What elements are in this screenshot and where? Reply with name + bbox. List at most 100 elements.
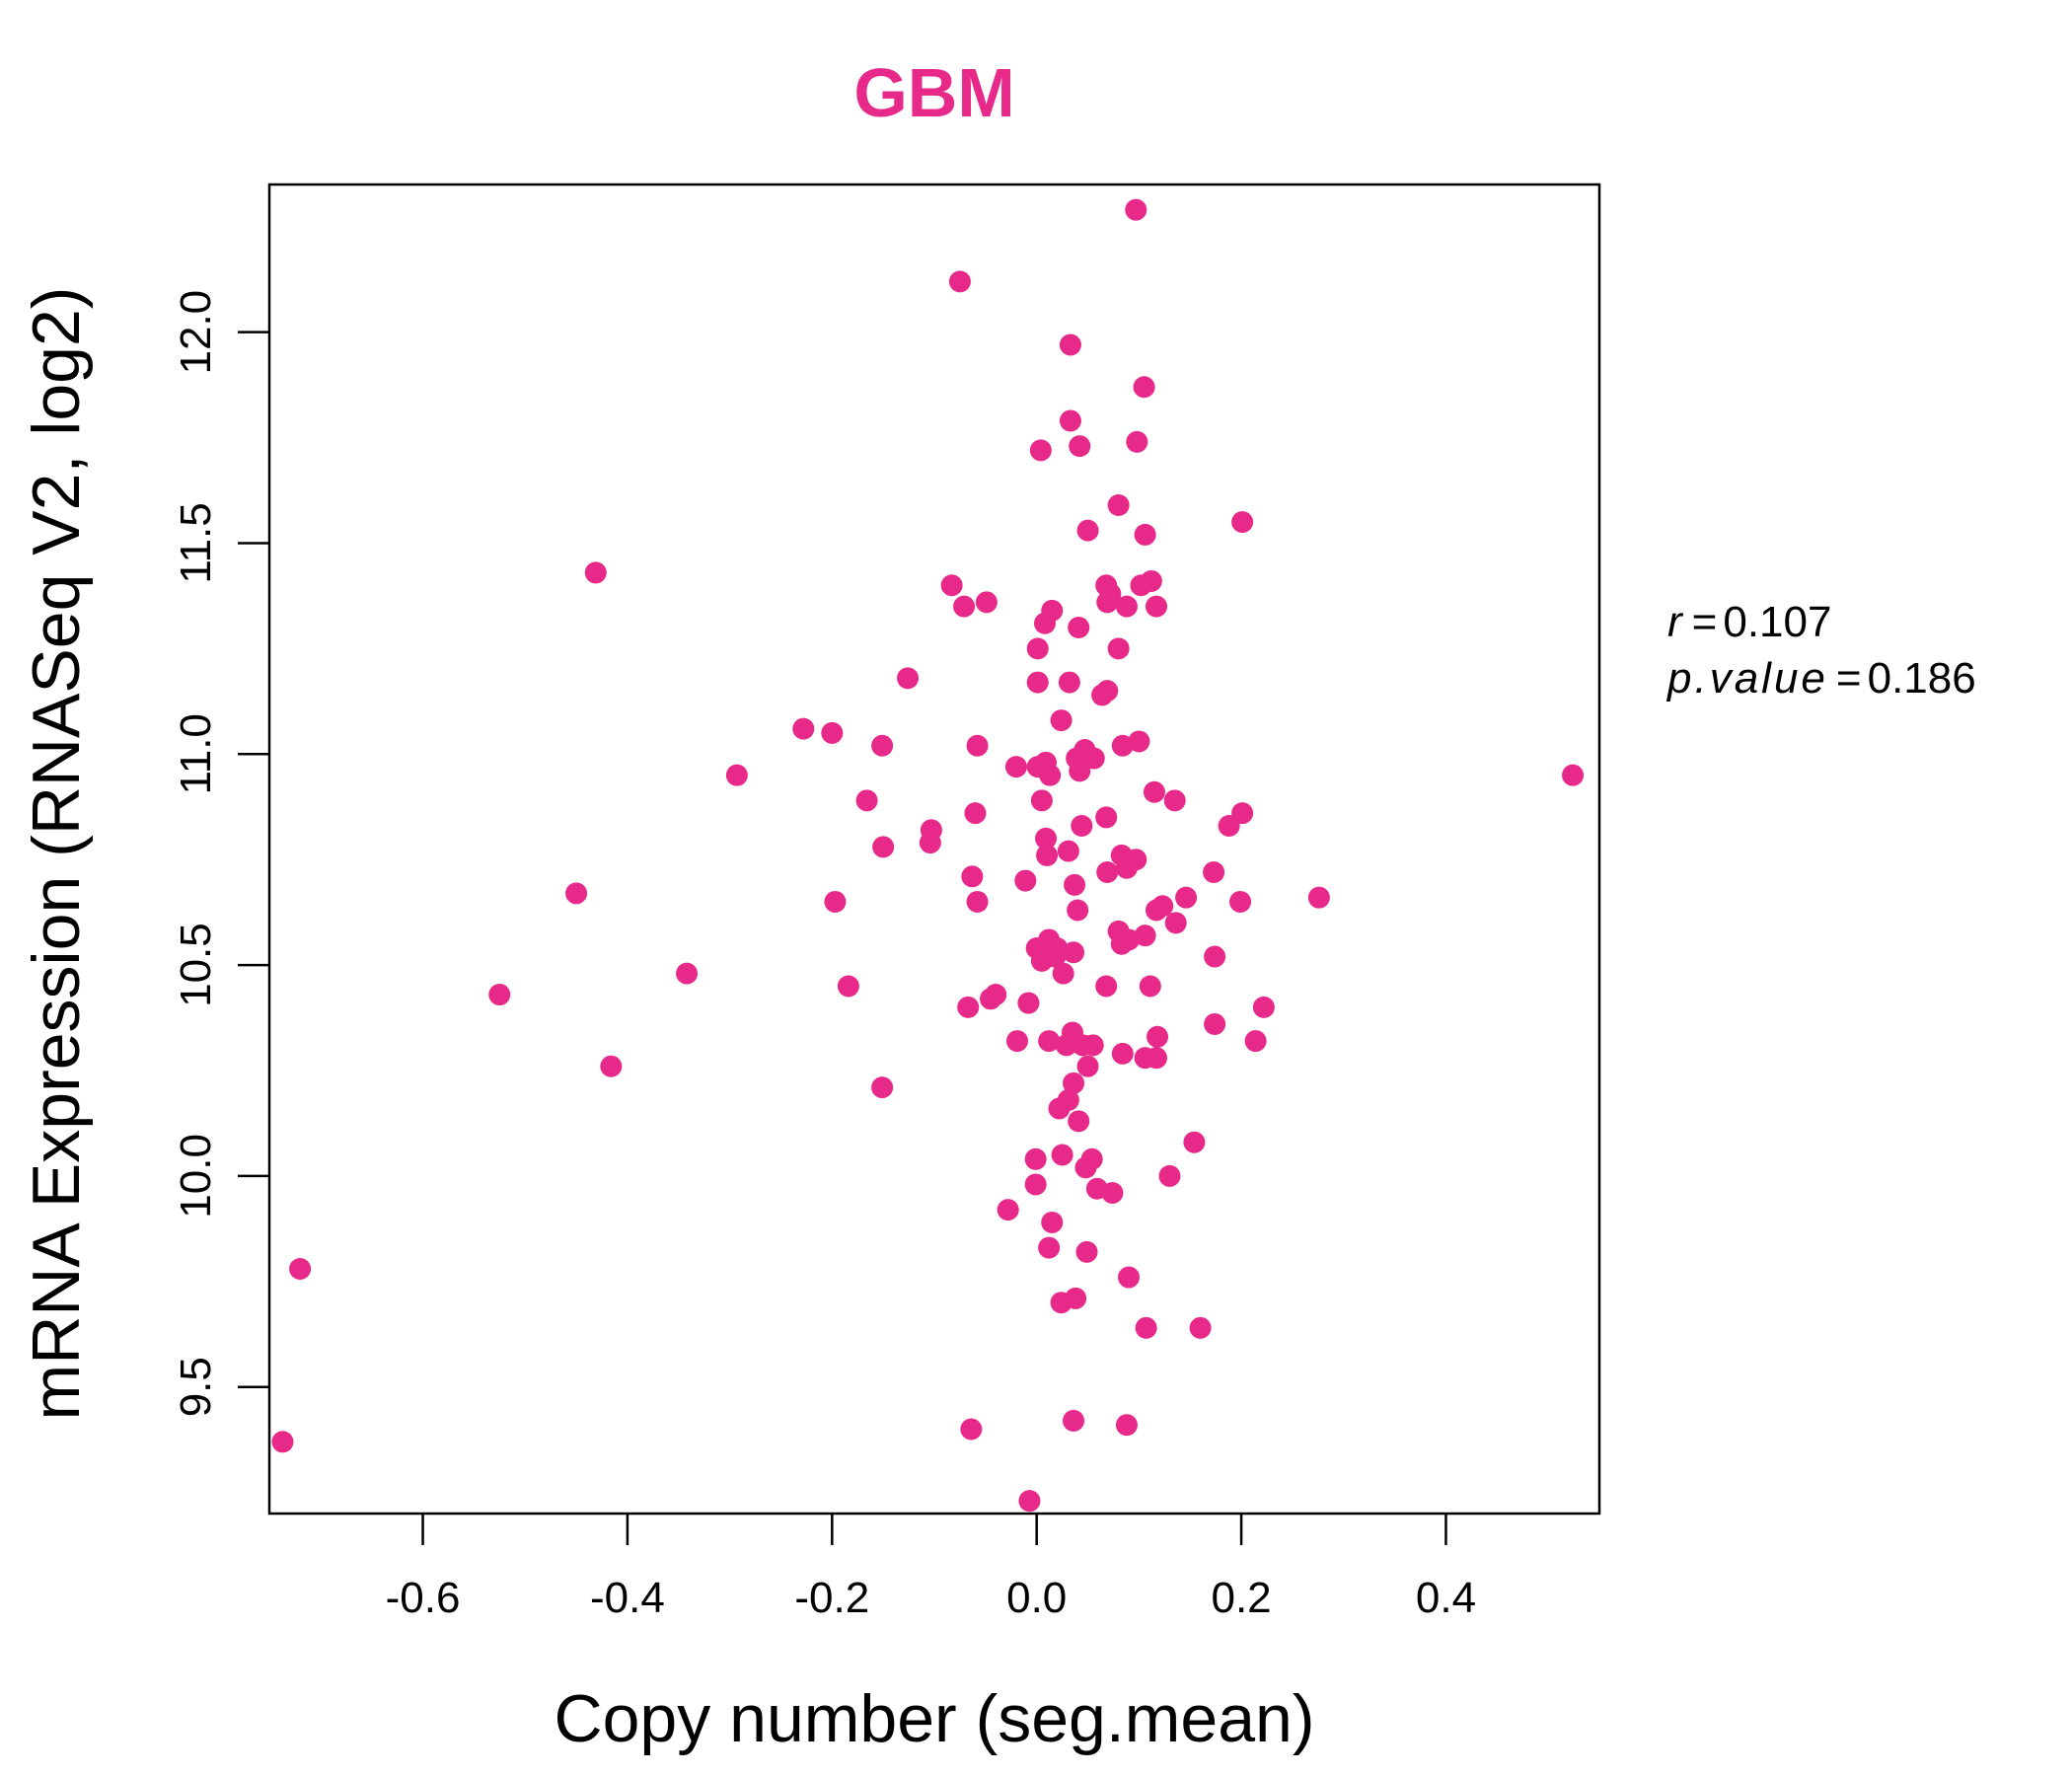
data-point	[1069, 760, 1091, 782]
data-point	[1126, 430, 1148, 453]
x-axis-label: Copy number (seg.mean)	[554, 1681, 1314, 1756]
y-tick-label: 9.5	[172, 1357, 220, 1417]
data-point	[1024, 1173, 1047, 1196]
data-point	[1307, 886, 1330, 909]
y-axis: 9.5 10.0 10.5 11.0 11.5 12.0	[172, 290, 269, 1417]
data-point	[1115, 856, 1138, 879]
data-point	[1135, 1316, 1157, 1339]
data-point	[1074, 1156, 1097, 1179]
data-point	[1050, 1292, 1073, 1314]
data-point	[872, 836, 895, 858]
x-tick-label: -0.2	[794, 1574, 869, 1622]
data-point	[940, 574, 963, 597]
data-point	[1107, 637, 1130, 660]
data-point	[919, 832, 941, 854]
data-point	[1183, 1131, 1206, 1153]
data-point	[1044, 945, 1067, 968]
data-point	[837, 975, 859, 998]
y-axis-label: mRNA Expression (RNASeq V2, log2)	[19, 287, 94, 1421]
data-point	[1068, 617, 1090, 638]
data-point	[1139, 975, 1161, 998]
data-point	[1035, 827, 1058, 850]
data-point	[1033, 612, 1056, 634]
data-point	[1038, 1030, 1061, 1053]
data-point	[1110, 932, 1133, 955]
data-point	[1069, 435, 1091, 458]
x-tick-label: 0.4	[1416, 1574, 1476, 1622]
x-tick-label: 0.0	[1006, 1574, 1067, 1622]
data-point	[997, 1199, 1019, 1221]
data-point	[1063, 941, 1085, 964]
data-point	[725, 764, 748, 786]
data-point	[1063, 1072, 1085, 1094]
data-point	[584, 561, 607, 584]
data-point	[871, 1076, 894, 1099]
data-point	[1163, 789, 1186, 812]
y-tick-label: 10.0	[172, 1134, 220, 1219]
data-point	[1082, 747, 1105, 770]
data-point	[1134, 523, 1156, 546]
data-point	[1229, 890, 1252, 913]
y-tick-label: 10.5	[172, 923, 220, 1007]
p-value: 0.186	[1868, 654, 1976, 703]
p-label: p.value	[1665, 654, 1828, 703]
p-annotation: p.value = 0.186	[1665, 654, 1976, 703]
data-point	[964, 802, 987, 825]
data-point	[1071, 814, 1093, 837]
data-point	[1091, 684, 1114, 706]
data-point	[1189, 1316, 1212, 1339]
data-point	[1059, 409, 1081, 432]
data-point	[1030, 789, 1053, 812]
y-tick-label: 11.0	[172, 713, 220, 794]
data-point	[957, 996, 980, 1018]
data-point	[1072, 1034, 1094, 1057]
data-point	[1014, 869, 1037, 892]
data-point	[1204, 945, 1226, 968]
data-point	[1130, 574, 1152, 597]
data-point	[824, 890, 847, 913]
data-point	[980, 988, 1002, 1010]
data-point	[1111, 1042, 1134, 1065]
y-tick-label: 11.5	[172, 502, 220, 583]
data-point	[1218, 814, 1240, 837]
data-point	[1004, 756, 1027, 778]
data-point	[855, 789, 878, 812]
data-point	[1050, 709, 1073, 732]
data-point	[1055, 1034, 1077, 1057]
x-axis: -0.6 -0.4 -0.2 0.0 0.2 0.4	[386, 1514, 1476, 1622]
data-point	[1057, 840, 1079, 862]
data-point	[948, 270, 971, 293]
data-point	[897, 667, 920, 690]
data-point	[1052, 962, 1074, 985]
data-point	[1067, 899, 1089, 922]
y-tick-label: 12.0	[172, 290, 220, 375]
data-point	[1203, 861, 1225, 884]
r-value: 0.107	[1723, 598, 1831, 646]
data-point	[1231, 511, 1254, 534]
data-point	[676, 962, 699, 985]
plot-frame	[267, 183, 1601, 1516]
data-point	[1095, 975, 1118, 998]
data-point	[1064, 873, 1086, 896]
data-point	[1063, 1409, 1085, 1432]
data-point	[1134, 925, 1156, 947]
data-points	[271, 198, 1585, 1513]
data-point	[1059, 333, 1081, 356]
data-point	[1146, 899, 1168, 922]
data-point	[953, 595, 976, 618]
data-point	[271, 1431, 294, 1453]
correlation-annotation: r = 0.107 p.value = 0.186	[1665, 598, 1976, 703]
data-point	[1075, 1240, 1098, 1263]
data-point	[1252, 996, 1275, 1018]
data-point	[1076, 519, 1099, 542]
data-point	[1039, 764, 1062, 786]
data-point	[1095, 806, 1118, 829]
data-point	[1036, 844, 1059, 866]
data-point	[1029, 439, 1052, 462]
data-point	[1068, 1110, 1090, 1133]
data-point	[1158, 1164, 1181, 1187]
x-tick-label: -0.6	[386, 1574, 461, 1622]
data-point	[1018, 1490, 1041, 1513]
data-point	[1175, 886, 1198, 909]
